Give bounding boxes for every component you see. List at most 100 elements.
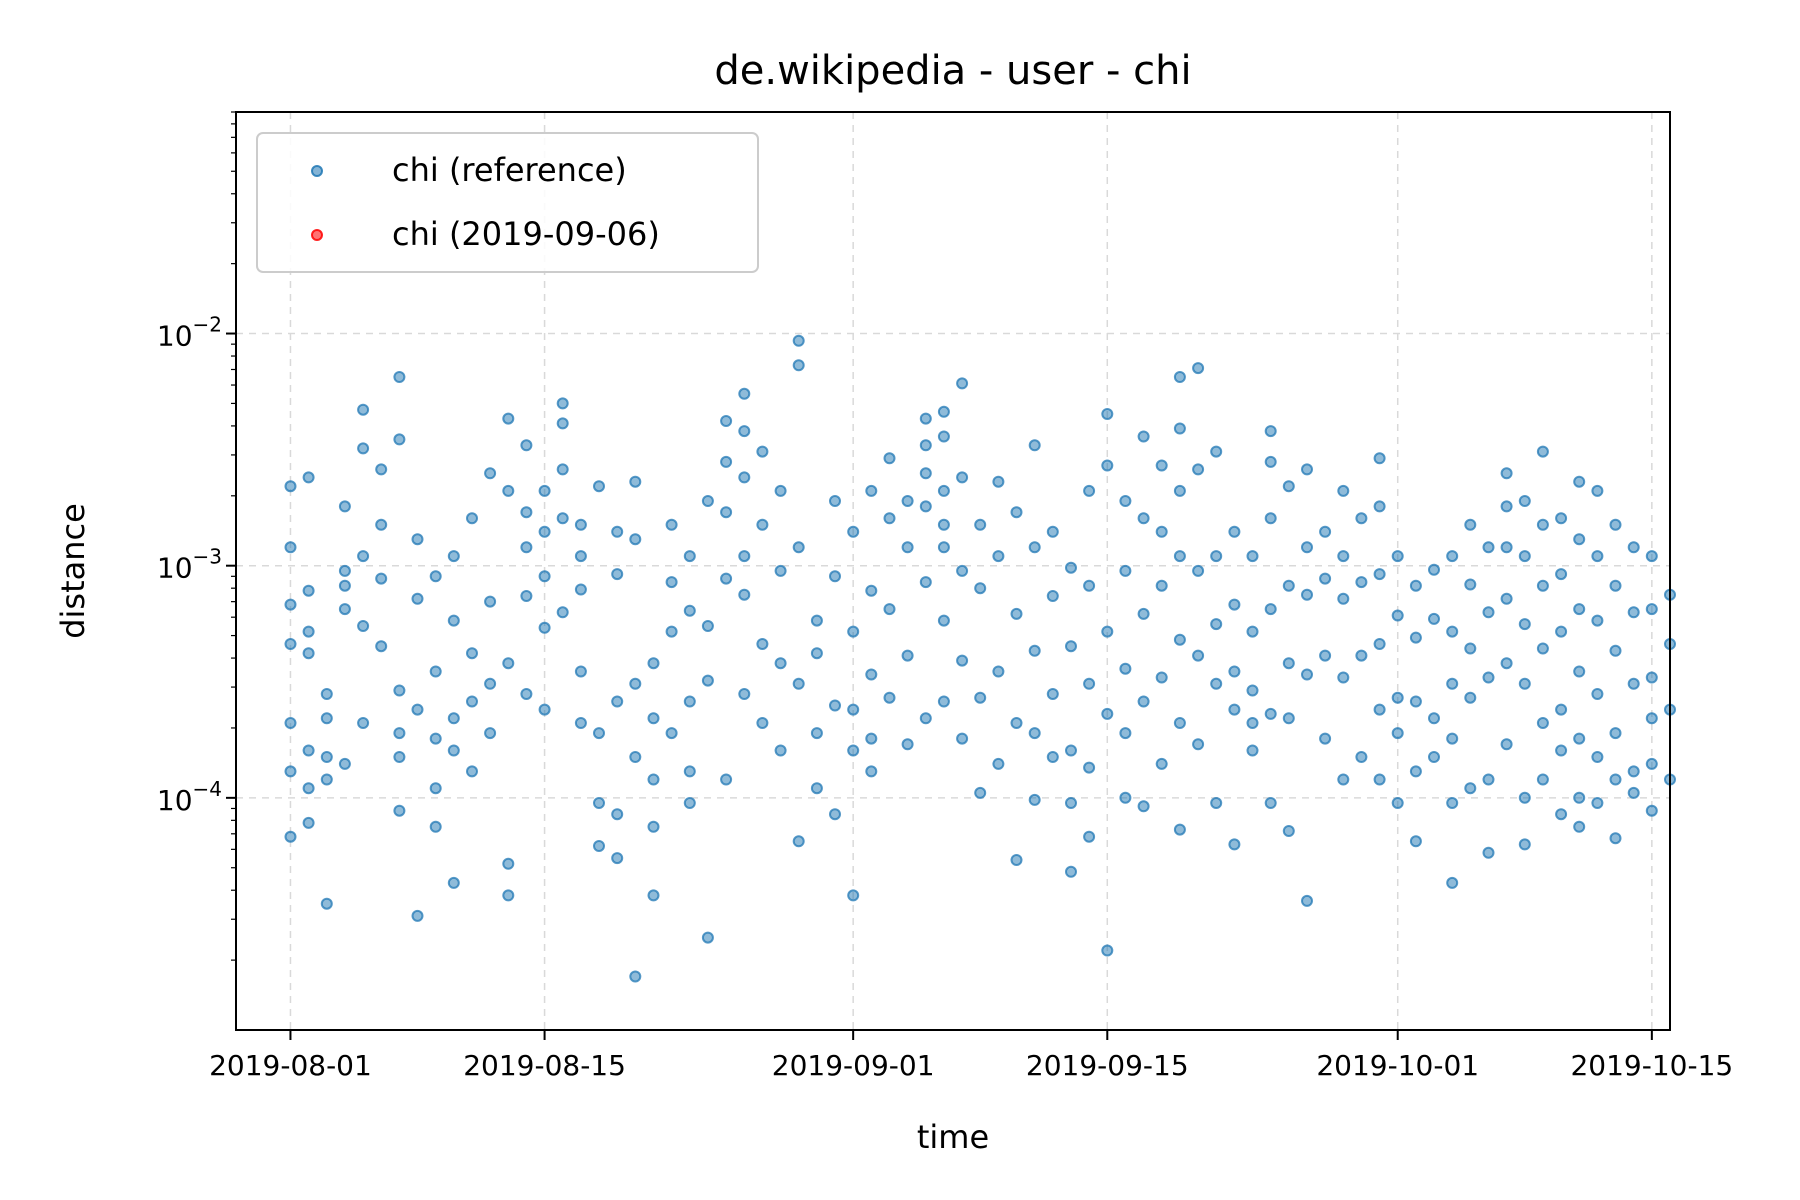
x-tick-label: 2019-08-15 [463,1049,626,1082]
reference-point [302,744,315,757]
reference-point [484,677,497,690]
reference-point [338,564,351,577]
reference-point [1518,495,1531,507]
reference-point [1536,717,1549,729]
reference-point [1101,408,1114,420]
reference-point [1428,612,1440,625]
reference-point [756,717,769,729]
reference-point [502,889,515,902]
reference-point [520,541,533,554]
x-tick-label: 2019-08-01 [209,1049,372,1082]
reference-point [1591,797,1604,809]
reference-point [1482,773,1495,786]
reference-point [1301,668,1313,681]
reference-point [611,695,624,708]
reference-point [629,475,642,488]
reference-point [1301,541,1313,554]
reference-point [1282,480,1295,493]
reference-point [1355,576,1368,589]
reference-point [1173,717,1186,729]
reference-point [1500,592,1513,605]
reference-point [338,603,351,616]
reference-point [1518,550,1531,563]
reference-point [1645,804,1658,817]
reference-point [919,439,932,452]
reference-point [1464,518,1477,531]
reference-point [1536,518,1549,531]
reference-point [720,773,733,786]
reference-point [847,889,860,902]
reference-point [1536,445,1549,458]
reference-point [883,452,896,465]
reference-point [1645,712,1658,725]
reference-point [919,412,932,425]
reference-point [1010,607,1023,620]
reference-point [574,665,587,678]
reference-point [411,909,424,922]
reference-point [1264,512,1277,525]
reference-point [1264,455,1277,468]
reference-point [393,433,406,446]
reference-point [738,425,751,438]
reference-point [1391,797,1404,809]
reference-point [937,518,950,531]
reference-point [520,688,533,700]
reference-point [829,699,841,712]
reference-point [1319,525,1332,538]
reference-point [466,512,478,525]
reference-point [574,518,587,531]
reference-point [1409,631,1422,644]
reference-point [393,751,406,763]
reference-point [829,808,841,821]
reference-point [1482,606,1495,619]
legend-box [256,132,759,273]
reference-point [756,445,769,458]
reference-point [1101,459,1114,472]
reference-point [865,584,878,597]
reference-point [1301,588,1313,601]
reference-point [1210,618,1223,631]
reference-point [593,727,605,740]
reference-point [1264,425,1277,438]
y-tick-exponent: −3 [193,545,222,569]
reference-point [1464,691,1477,704]
reference-point [320,712,333,725]
reference-point [1010,506,1023,519]
reference-point [683,604,696,617]
reference-point [647,657,660,670]
reference-point [865,668,878,681]
reference-point [1428,751,1440,763]
reference-point [1518,838,1531,851]
reference-point [1428,563,1440,576]
reference-point [1591,614,1604,627]
reference-point [1609,832,1622,845]
reference-point [1155,757,1168,770]
reference-point [1246,717,1259,729]
reference-point [829,570,841,583]
reference-point [611,852,624,865]
reference-point [992,757,1005,770]
reference-point [1609,727,1622,740]
reference-point [593,797,605,809]
reference-point [1065,865,1077,878]
y-tick-base: 10 [157,784,193,817]
reference-point [1555,808,1568,821]
reference-point [1337,592,1350,605]
reference-point [647,773,660,786]
reference-point [974,582,987,595]
reference-point [1337,671,1350,684]
reference-point [720,572,733,585]
reference-point [320,688,333,700]
reference-point [665,576,678,589]
reference-point [574,550,587,563]
reference-point [1573,665,1586,678]
reference-point [683,797,696,809]
reference-point [919,500,932,513]
reference-point [937,541,950,554]
reference-point [1010,717,1023,729]
reference-point [320,897,333,910]
reference-point [1573,732,1586,745]
reference-point [1246,625,1259,638]
reference-point [593,480,605,493]
reference-point [357,717,370,729]
